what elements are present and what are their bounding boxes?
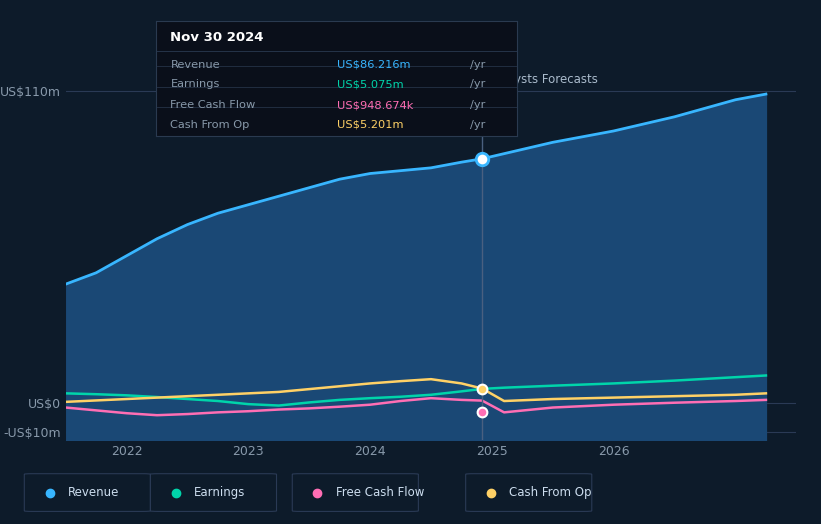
Text: Past: Past — [452, 72, 476, 85]
Text: Analysts Forecasts: Analysts Forecasts — [488, 72, 599, 85]
Text: Revenue: Revenue — [67, 486, 119, 499]
Text: Free Cash Flow: Free Cash Flow — [336, 486, 424, 499]
Text: Cash From Op: Cash From Op — [171, 119, 250, 130]
Text: Free Cash Flow: Free Cash Flow — [171, 100, 255, 110]
Text: US$5.201m: US$5.201m — [337, 119, 403, 130]
Text: /yr: /yr — [470, 60, 486, 70]
Text: US$948.674k: US$948.674k — [337, 100, 413, 110]
Text: Revenue: Revenue — [171, 60, 220, 70]
Text: US$5.075m: US$5.075m — [337, 79, 403, 90]
Text: US$86.216m: US$86.216m — [337, 60, 410, 70]
Text: /yr: /yr — [470, 100, 486, 110]
Text: Earnings: Earnings — [194, 486, 245, 499]
Text: Cash From Op: Cash From Op — [509, 486, 591, 499]
Text: Nov 30 2024: Nov 30 2024 — [171, 30, 264, 43]
Text: /yr: /yr — [470, 79, 486, 90]
Text: /yr: /yr — [470, 119, 486, 130]
Text: Earnings: Earnings — [171, 79, 220, 90]
